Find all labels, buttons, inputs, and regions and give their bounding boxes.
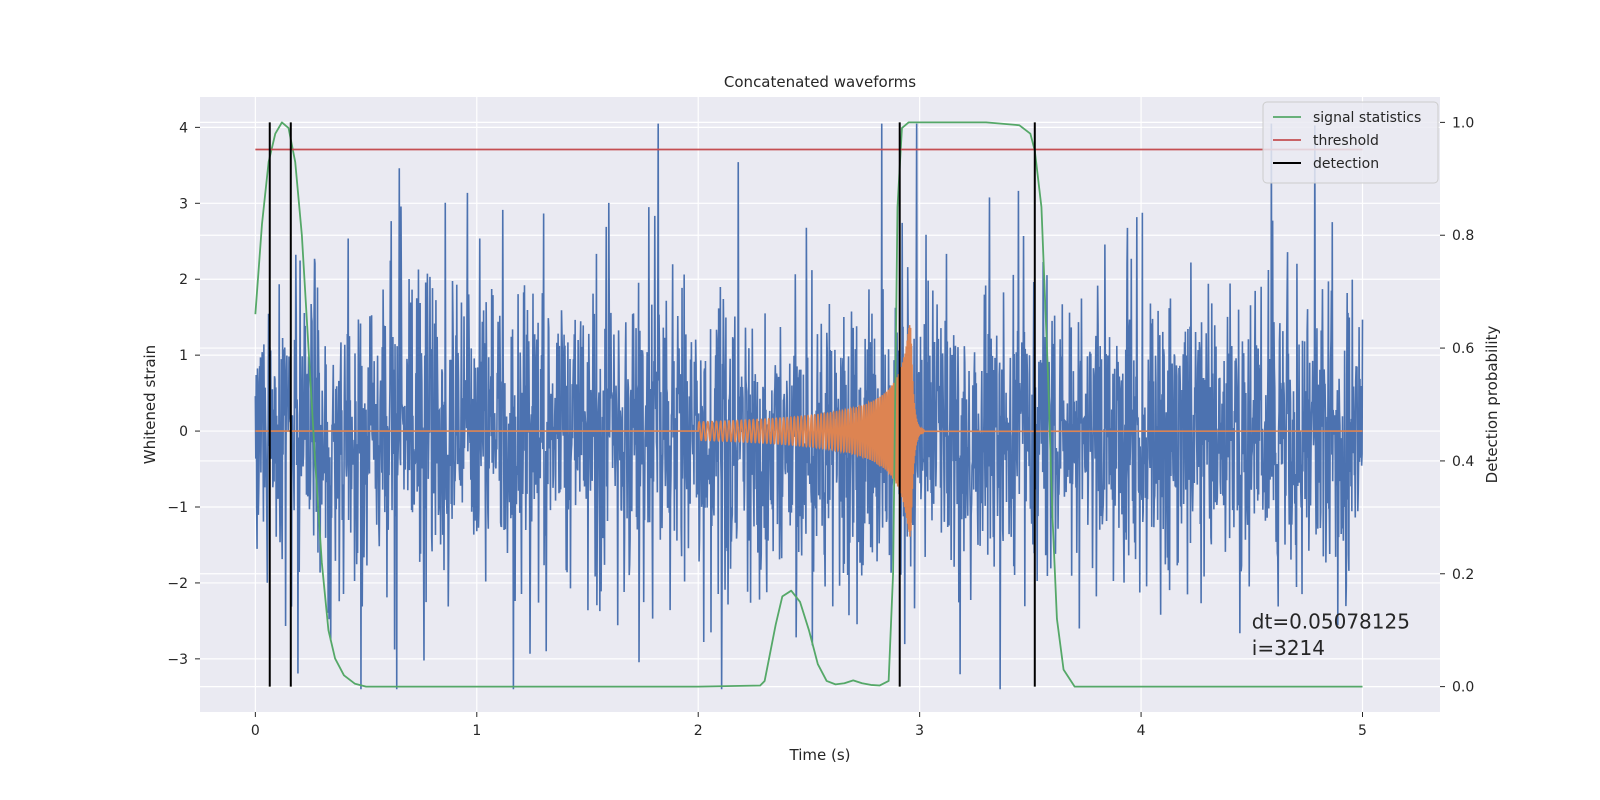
y-right-tick-label: 0.0 [1452, 680, 1474, 696]
legend-label: threshold [1313, 133, 1379, 149]
y-tick-label: −3 [167, 652, 188, 668]
legend-box [1262, 101, 1439, 184]
y-ticks-left: −3 −2 −1 0 1 2 3 4 [167, 120, 200, 668]
annotation-text: i=3214 [1252, 636, 1325, 660]
x-tick-label: 3 [915, 723, 924, 739]
y-tick-label: 3 [179, 196, 188, 212]
y-tick-label: 2 [179, 272, 188, 288]
legend: signal statistics threshold detection [1262, 101, 1439, 184]
noise-series-line [254, 123, 1364, 690]
series-layer [254, 121, 1364, 690]
y-tick-label: 4 [179, 120, 188, 136]
y-right-tick-label: 0.8 [1452, 228, 1474, 244]
y-tick-label: 0 [179, 424, 188, 440]
annotation-text: dt=0.05078125 [1252, 609, 1410, 633]
x-tick-label: 0 [251, 723, 260, 739]
signal-statistics-line [254, 121, 1363, 688]
y-tick-label: −2 [167, 576, 188, 592]
chirp-series-line [255, 325, 1363, 537]
annotations: dt=0.05078125 i=3214 [1252, 609, 1410, 660]
y-axis-label-right: Detection probability [1483, 326, 1501, 484]
x-axis-label: Time (s) [789, 746, 851, 764]
chart-title: Concatenated waveforms [724, 73, 916, 91]
y-right-tick-label: 1.0 [1452, 115, 1474, 131]
y-right-tick-label: 0.4 [1452, 454, 1474, 470]
legend-label: signal statistics [1313, 110, 1421, 126]
x-tick-label: 4 [1137, 723, 1146, 739]
y-tick-label: 1 [179, 348, 188, 364]
y-ticks-right: 0.0 0.2 0.4 0.6 0.8 1.0 [1440, 115, 1474, 696]
x-ticks: 0 1 2 3 4 5 [251, 712, 1367, 739]
legend-label: detection [1313, 156, 1379, 172]
y-right-tick-label: 0.6 [1452, 341, 1474, 357]
x-tick-label: 5 [1358, 723, 1367, 739]
x-tick-label: 1 [472, 723, 481, 739]
y-right-tick-label: 0.2 [1452, 567, 1474, 583]
x-tick-label: 2 [694, 723, 703, 739]
y-tick-label: −1 [167, 500, 188, 516]
series-group [254, 121, 1364, 690]
y-axis-label: Whitened strain [141, 345, 159, 464]
